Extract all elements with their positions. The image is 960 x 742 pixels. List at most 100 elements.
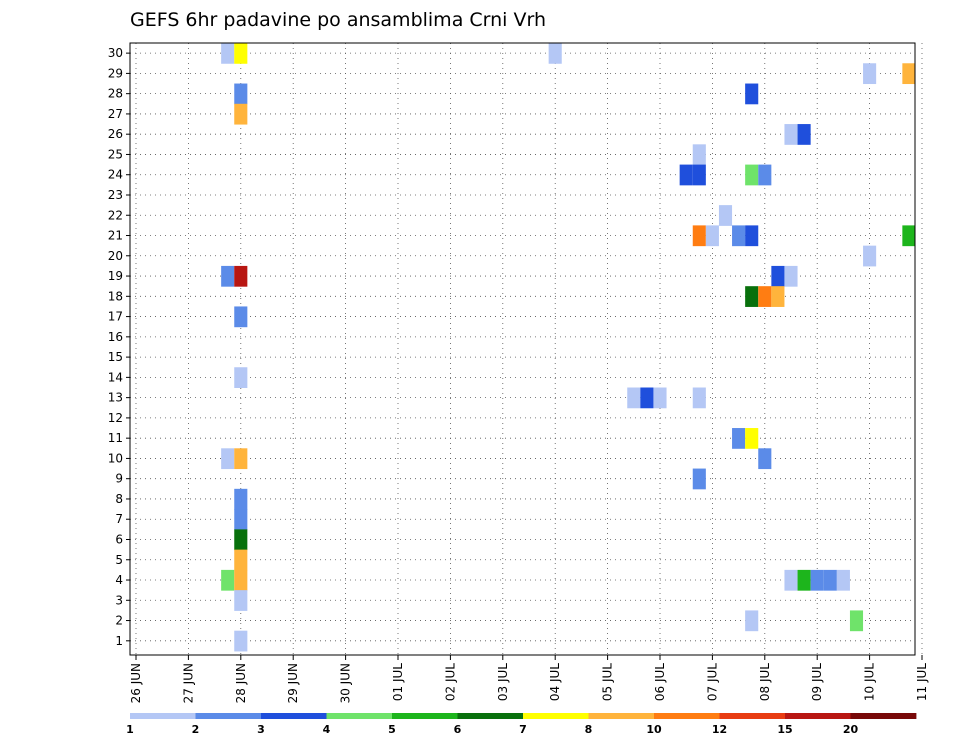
y-tick-label: 1 [115, 634, 123, 648]
colorbar-label: 7 [519, 723, 527, 736]
precip-cell [221, 448, 235, 470]
precip-cell [745, 83, 759, 105]
precip-cell [692, 468, 706, 490]
x-tick-label: 26 JUN [129, 663, 143, 703]
colorbar-segment [457, 713, 524, 719]
y-tick-label: 8 [115, 492, 123, 506]
precip-cell [745, 164, 759, 186]
precip-cell [823, 569, 837, 591]
precip-cell [784, 265, 798, 287]
y-tick-label: 20 [108, 249, 123, 263]
precip-cell [745, 610, 759, 632]
y-tick-label: 9 [115, 472, 123, 486]
precip-cell [653, 387, 667, 409]
precip-cell [234, 367, 248, 389]
x-tick-label: 03 JUL [496, 663, 510, 701]
precip-cell [692, 144, 706, 166]
precip-cell [221, 569, 235, 591]
y-tick-label: 18 [108, 289, 123, 303]
precip-cell [745, 286, 759, 307]
precip-cell [234, 549, 248, 571]
y-tick-label: 26 [108, 127, 123, 141]
precip-cell [234, 306, 248, 328]
x-tick-label: 02 JUL [443, 663, 457, 701]
precip-cell [234, 569, 248, 591]
precip-cell [902, 225, 915, 247]
colorbar-segment [719, 713, 786, 719]
y-tick-label: 16 [108, 330, 123, 344]
precip-cell [745, 428, 759, 449]
y-tick-label: 17 [108, 310, 123, 324]
precip-cell [797, 124, 811, 145]
colorbar-label: 1 [126, 723, 134, 736]
x-tick-label: 05 JUL [601, 663, 615, 701]
precip-cell [234, 103, 248, 125]
y-tick-label: 14 [108, 370, 123, 384]
colorbar-label: 12 [712, 723, 727, 736]
precip-cell [692, 164, 706, 186]
y-tick-label: 15 [108, 350, 123, 364]
y-tick-label: 4 [115, 573, 123, 587]
x-tick-label: 06 JUL [653, 663, 667, 701]
precip-cell [758, 448, 772, 470]
x-tick-label: 11 JUL [915, 663, 929, 701]
precip-cell [234, 448, 248, 470]
precip-cell [732, 225, 746, 247]
y-tick-label: 25 [108, 147, 123, 161]
colorbar-segment [392, 713, 458, 719]
x-tick-label: 29 JUN [286, 663, 300, 703]
precip-cell [234, 590, 248, 611]
precip-cell [234, 529, 248, 551]
precip-cell [771, 286, 785, 307]
precip-cell [732, 428, 746, 449]
plot-frame [129, 42, 916, 656]
colorbar-label: 8 [585, 723, 593, 736]
precip-cell [692, 225, 706, 247]
precip-cell [234, 488, 248, 510]
y-tick-label: 27 [108, 107, 123, 121]
y-tick-label: 29 [108, 66, 123, 80]
colorbar-segment [850, 713, 917, 719]
precipitation-cells [221, 43, 915, 652]
colorbar-segment [326, 713, 393, 719]
precip-cell [758, 164, 772, 186]
x-tick-label: 07 JUL [705, 663, 719, 701]
colorbar-segment [195, 713, 262, 719]
y-tick-label: 5 [115, 553, 123, 567]
y-tick-label: 3 [115, 593, 123, 607]
colorbar-label: 5 [388, 723, 396, 736]
precip-cell [234, 83, 248, 105]
y-tick-label: 10 [108, 451, 123, 465]
precip-cell [902, 63, 915, 85]
precip-cell [784, 124, 798, 145]
precip-cell [692, 387, 706, 409]
y-tick-label: 21 [108, 229, 123, 243]
precip-cell [679, 164, 693, 186]
x-tick-label: 27 JUN [181, 663, 195, 703]
precip-cell [836, 569, 850, 591]
precip-cell [797, 569, 811, 591]
precip-cell [863, 63, 877, 85]
precip-cell [627, 387, 641, 409]
precip-cell [863, 245, 877, 267]
precip-cell [548, 43, 562, 64]
precip-cell [640, 387, 654, 409]
x-tick-label: 28 JUN [234, 663, 248, 703]
y-tick-label: 28 [108, 87, 123, 101]
colorbar-label: 2 [192, 723, 200, 736]
y-tick-label: 30 [108, 46, 123, 60]
colorbar-label: 15 [777, 723, 792, 736]
y-tick-label: 22 [108, 208, 123, 222]
y-tick-label: 13 [108, 391, 123, 405]
x-tick-label: 30 JUN [339, 663, 353, 703]
colorbar-segment [523, 713, 589, 719]
y-tick-label: 12 [108, 411, 123, 425]
y-tick-label: 6 [115, 532, 123, 546]
colorbar-segment [785, 713, 851, 719]
precip-cell [234, 43, 248, 64]
precip-cell [810, 569, 824, 591]
precip-cell [234, 509, 248, 530]
x-tick-label: 08 JUL [758, 663, 772, 701]
colorbar-segment [130, 713, 196, 719]
